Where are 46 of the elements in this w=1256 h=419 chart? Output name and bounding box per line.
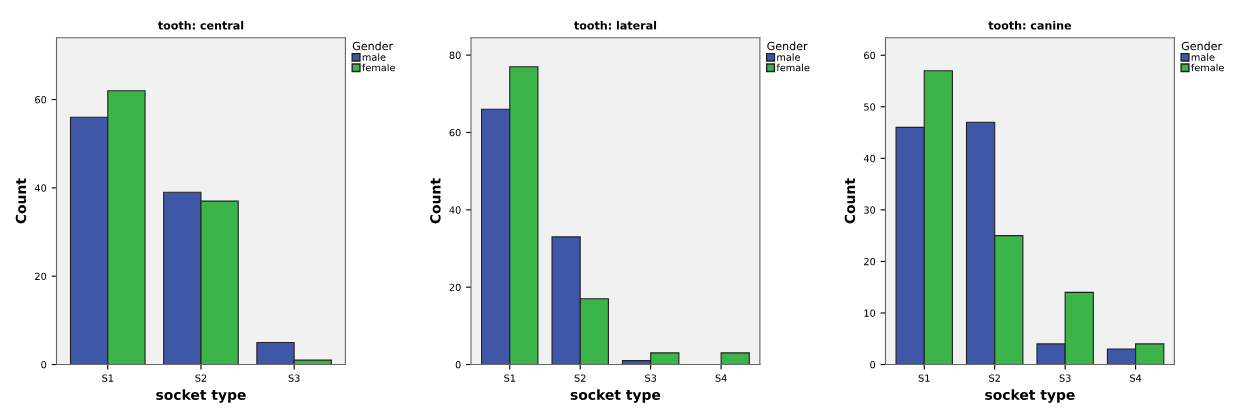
- x-tick-label: S2: [574, 374, 586, 382]
- legend-title: Gender: [352, 41, 394, 51]
- legend-title: Gender: [1181, 41, 1223, 51]
- y-tick-label: 10: [864, 309, 876, 317]
- y-tick-label: 20: [449, 283, 461, 292]
- y-tick-label: 40: [34, 184, 47, 192]
- chart-title: tooth: central: [157, 20, 244, 30]
- x-tick-label: S2: [195, 374, 207, 382]
- legend-label: male: [777, 53, 800, 61]
- legend-label: female: [362, 63, 395, 72]
- bar: [720, 352, 750, 365]
- y-tick-label: 60: [449, 128, 461, 137]
- x-tick-label: S4: [715, 374, 727, 382]
- y-tick-label: 60: [35, 96, 47, 104]
- x-axis-title: socket type: [985, 389, 1075, 403]
- x-tick-label: S1: [102, 374, 114, 382]
- legend-label: male: [1191, 53, 1215, 61]
- x-tick-label: S4: [1130, 374, 1142, 382]
- y-tick-label: 0: [41, 361, 47, 369]
- x-tick-label: S1: [918, 374, 930, 382]
- chart-title: tooth: canine: [988, 20, 1072, 30]
- x-tick-label: S1: [504, 374, 516, 382]
- x-tick-label: S3: [288, 374, 300, 382]
- y-tick-label: 50: [864, 103, 876, 111]
- y-tick-label: 60: [864, 51, 876, 60]
- y-tick-label: 20: [35, 272, 47, 281]
- y-axis-title: Count: [430, 178, 441, 224]
- y-tick-label: 0: [455, 361, 461, 369]
- y-tick-label: 30: [864, 206, 876, 214]
- x-tick-label: S3: [1059, 374, 1071, 382]
- y-axis-title: Count: [15, 178, 27, 224]
- y-tick-label: 40: [863, 154, 876, 163]
- y-tick-label: 40: [449, 206, 461, 214]
- x-axis-title: socket type: [156, 389, 246, 403]
- legend-title: Gender: [767, 41, 808, 51]
- x-tick-label: S3: [645, 374, 657, 382]
- x-tick-label: S2: [989, 374, 1000, 382]
- legend-label: female: [1191, 63, 1224, 72]
- chart-title: tooth: lateral: [574, 20, 657, 30]
- y-axis-title: Count: [844, 178, 856, 224]
- y-tick-label: 0: [870, 361, 876, 369]
- y-tick-label: 80: [449, 51, 461, 59]
- legend-label: female: [776, 63, 810, 72]
- legend-label: male: [362, 53, 386, 61]
- x-axis-title: socket type: [570, 389, 661, 403]
- y-tick-label: 20: [864, 257, 876, 266]
